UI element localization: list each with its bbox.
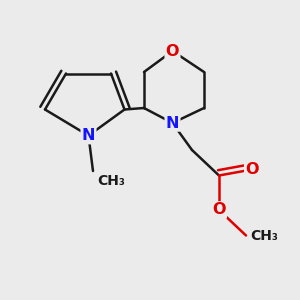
Text: O: O xyxy=(245,162,259,177)
Text: N: N xyxy=(82,128,95,143)
Text: O: O xyxy=(166,44,179,59)
Text: CH₃: CH₃ xyxy=(98,174,125,188)
Text: O: O xyxy=(212,202,226,217)
Text: CH₃: CH₃ xyxy=(250,229,278,242)
Text: N: N xyxy=(166,116,179,130)
